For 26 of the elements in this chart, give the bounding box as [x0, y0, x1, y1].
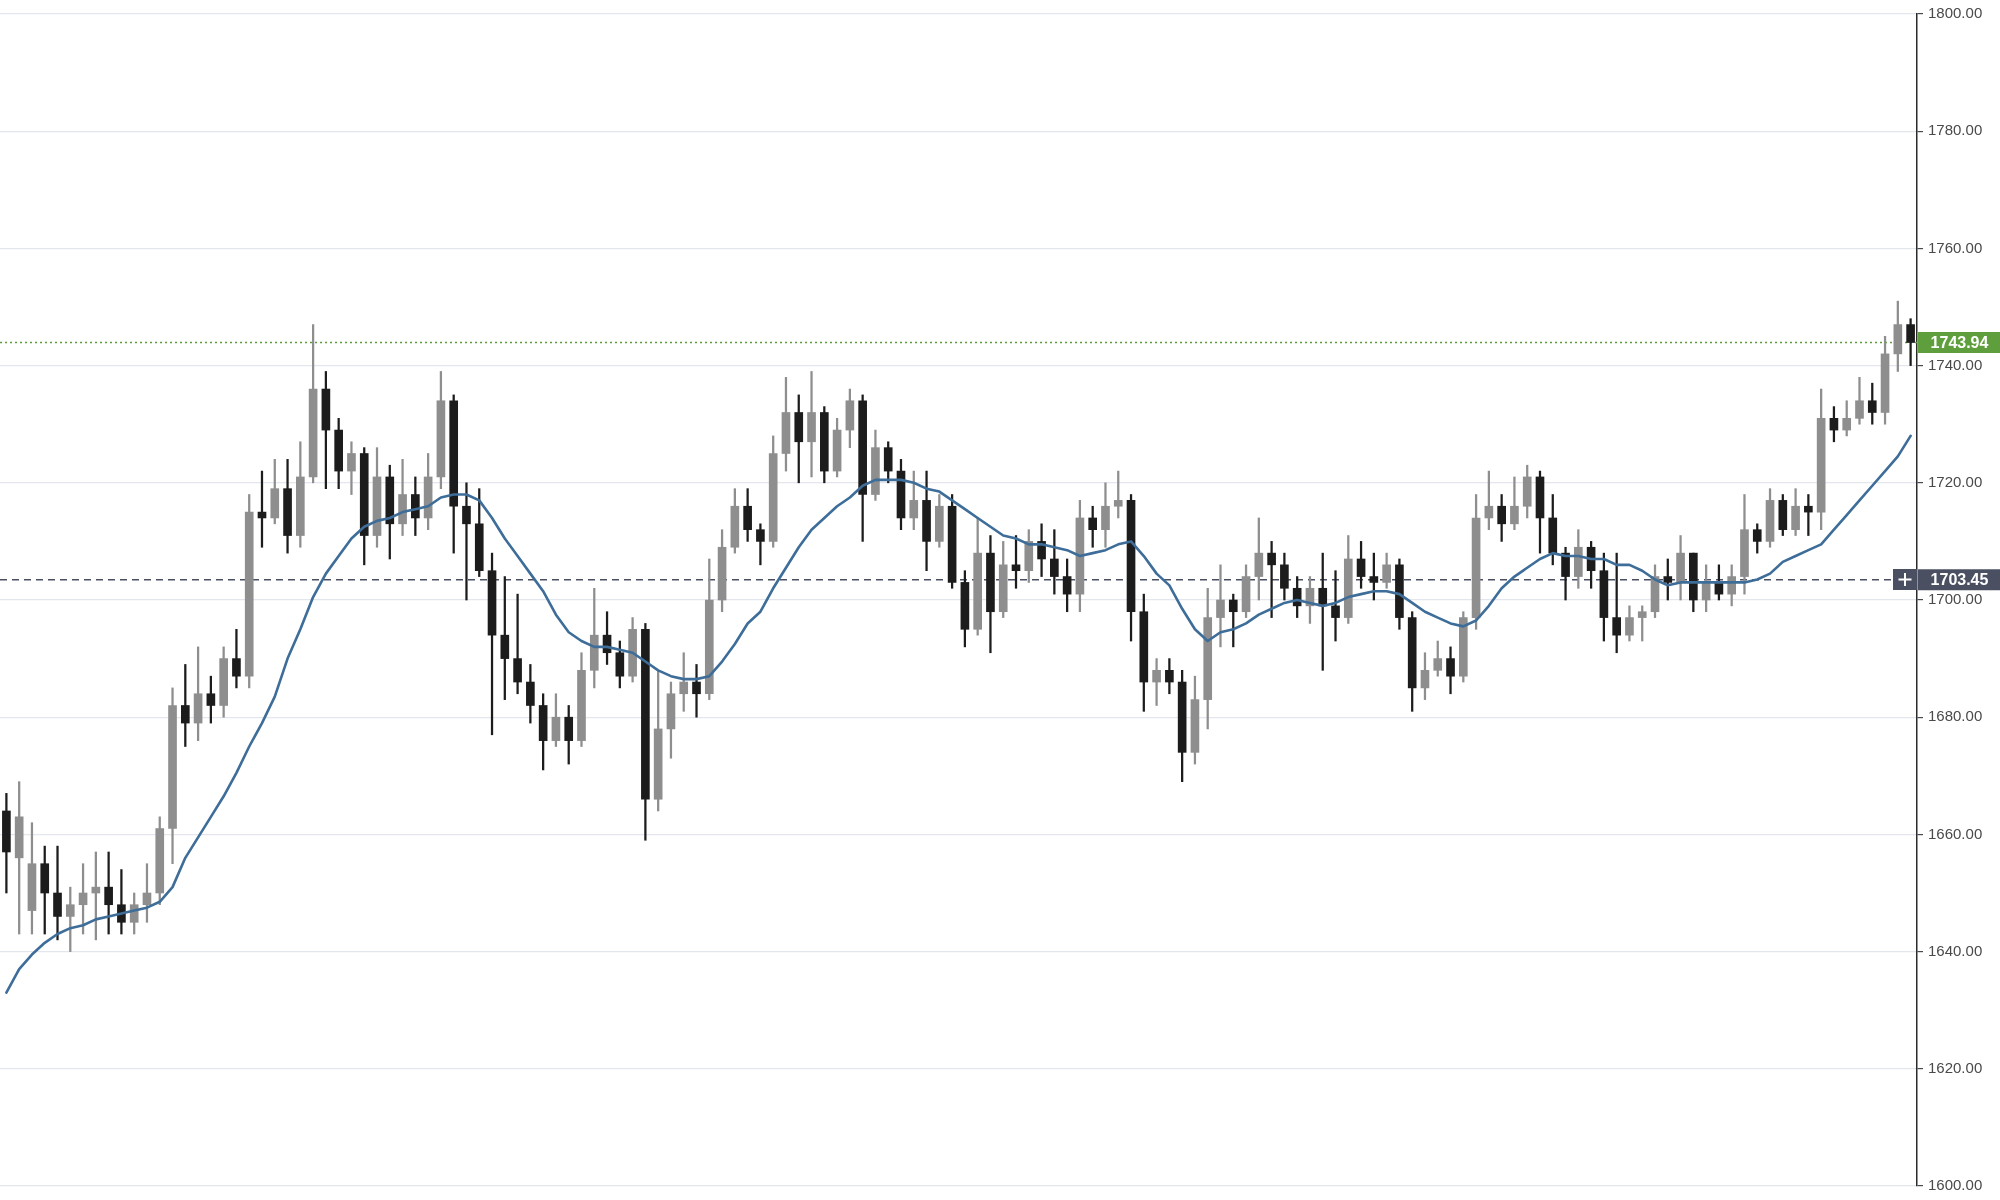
y-tick-label: 1620.00	[1928, 1058, 1983, 1076]
y-tick-label: 1780.00	[1928, 121, 1983, 139]
candlestick	[756, 523, 765, 566]
y-tick-label: 1720.00	[1928, 472, 1983, 490]
y-tick-label: 1640.00	[1928, 941, 1983, 959]
ref-line-label: 1703.45	[1930, 571, 1989, 589]
candlestick	[1216, 564, 1225, 648]
candlestick	[513, 593, 522, 695]
y-tick-label: 1800.00	[1928, 4, 1983, 22]
y-tick-label: 1740.00	[1928, 355, 1983, 373]
ref-line-label: 1743.94	[1930, 333, 1989, 351]
candlestick	[692, 664, 701, 718]
y-tick-label: 1680.00	[1928, 707, 1983, 725]
y-tick-label: 1760.00	[1928, 238, 1983, 256]
candlestick	[1804, 494, 1813, 536]
y-tick-label: 1700.00	[1928, 590, 1983, 608]
y-tick-label: 1660.00	[1928, 824, 1983, 842]
candlestick	[462, 482, 471, 601]
candlestick	[117, 869, 126, 935]
candlestick	[53, 845, 62, 941]
candlestick	[1152, 658, 1161, 706]
candlestick	[807, 371, 816, 478]
candlestick	[232, 628, 241, 689]
candlestick	[1331, 570, 1340, 642]
y-tick-label: 1600.00	[1928, 1176, 1983, 1194]
candlestick	[1267, 541, 1276, 618]
